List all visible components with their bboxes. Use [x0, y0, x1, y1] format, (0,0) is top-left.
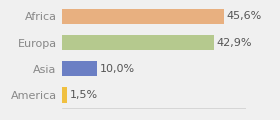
Text: 1,5%: 1,5%	[70, 90, 98, 100]
Bar	[62, 61, 97, 76]
Text: 45,6%: 45,6%	[227, 11, 262, 21]
Bar	[62, 9, 224, 24]
Bar	[62, 35, 214, 50]
Bar	[62, 87, 67, 103]
Text: 42,9%: 42,9%	[217, 38, 252, 48]
Text: 10,0%: 10,0%	[100, 64, 135, 74]
